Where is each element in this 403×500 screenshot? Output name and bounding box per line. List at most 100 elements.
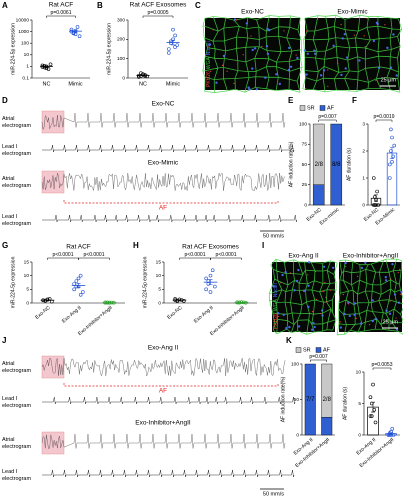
- y-axis-label: AF induction rate(%): [288, 141, 294, 187]
- error-bar: [73, 29, 78, 33]
- nucleus: [386, 46, 389, 50]
- nucleus: [313, 52, 317, 55]
- nucleus: [281, 273, 284, 277]
- error-bar: [76, 282, 81, 288]
- nucleus: [272, 284, 275, 288]
- exosome: [277, 315, 279, 318]
- nucleus: [344, 67, 347, 70]
- channel-label: electrogram: [2, 368, 31, 374]
- speed-label: 50 mm/s: [263, 233, 284, 239]
- panel-letter: B: [97, 1, 103, 10]
- significance-bracket: [210, 257, 242, 260]
- exosome: [368, 324, 371, 326]
- data-point: [369, 414, 374, 418]
- p-value: p<0.0001: [185, 252, 206, 258]
- bar-segment: [312, 184, 325, 206]
- y-tick-label: 0: [362, 202, 365, 208]
- y-tick-label: 0: [296, 432, 299, 438]
- channel-label: electrogram: [2, 151, 31, 157]
- micrograph: [339, 262, 402, 332]
- bar-label: 2/8: [315, 162, 324, 168]
- data-point: [169, 41, 173, 46]
- exosome: [321, 290, 323, 292]
- panel-letter: G: [2, 241, 8, 250]
- data-point: [373, 195, 377, 199]
- y-tick-label: 300: [117, 17, 125, 23]
- pacing-window: [41, 431, 65, 455]
- channel-label: Atrial: [2, 437, 15, 443]
- channel-label: Lead I: [2, 396, 18, 402]
- data-point: [390, 426, 395, 431]
- exosome: [353, 34, 355, 36]
- error-bar: [371, 401, 375, 413]
- exosome: [327, 69, 329, 71]
- nucleus: [305, 73, 308, 76]
- exosome: [366, 17, 368, 20]
- nucleus: [248, 88, 251, 91]
- nucleus: [340, 73, 343, 77]
- significance-bracket: [47, 257, 79, 260]
- p-value: p=0.0019: [374, 114, 395, 120]
- exosome: [242, 54, 244, 56]
- atrial-trace: [41, 172, 286, 192]
- panel-letter: H: [133, 241, 139, 250]
- exosome: [340, 23, 342, 26]
- data-point: [69, 29, 74, 34]
- y-tick-label: 5: [26, 287, 29, 293]
- p-value: p=0.007: [318, 114, 336, 120]
- channel-label: electrogram: [2, 403, 31, 409]
- trace-title: Exo-NC: [152, 101, 175, 108]
- image-title: Exo-Ang II: [288, 253, 319, 260]
- y-tick-label: 25: [302, 182, 308, 188]
- exosome: [323, 290, 325, 293]
- nucleus: [343, 32, 347, 36]
- significance-bracket: [310, 359, 327, 362]
- y-tick-label: 1000: [18, 29, 29, 35]
- y-tick-label: 200: [117, 37, 125, 43]
- nucleus: [312, 321, 315, 325]
- nucleus: [320, 309, 324, 312]
- bar-segment: [312, 123, 325, 185]
- channel-label: Atrial: [2, 176, 15, 182]
- error-bar: [390, 147, 394, 159]
- nucleus: [313, 325, 316, 329]
- panel-letter: C: [195, 1, 201, 10]
- exosome: [375, 79, 377, 82]
- exosome: [250, 35, 252, 37]
- data-point: [175, 43, 179, 47]
- nucleus: [287, 68, 291, 72]
- nucleus: [278, 82, 281, 86]
- exosome: [235, 19, 238, 21]
- nucleus: [233, 18, 237, 21]
- exosome: [289, 272, 291, 274]
- nucleus: [353, 302, 357, 305]
- exosome: [345, 265, 347, 268]
- y-tick-label: 5: [158, 287, 161, 293]
- data-point: [391, 154, 395, 159]
- cell-mesh: [268, 258, 338, 335]
- significance-bracket: [179, 257, 211, 260]
- data-point: [40, 65, 45, 69]
- x-tick-label: Mimic: [68, 81, 83, 87]
- nucleus: [288, 325, 291, 329]
- nucleus: [275, 73, 278, 76]
- nucleus: [389, 66, 393, 69]
- exosome: [355, 317, 357, 319]
- exosome: [342, 293, 344, 296]
- cell-mesh: [302, 14, 403, 93]
- data-point: [375, 189, 379, 194]
- bar-label: 7/7: [306, 397, 315, 403]
- lead-trace: [42, 469, 295, 478]
- exosome: [320, 312, 322, 315]
- nucleus: [385, 309, 388, 312]
- nucleus: [391, 262, 394, 266]
- x-tick-label: Exo-Inhibitor+AngII: [77, 305, 114, 337]
- y-tick-label: 0: [122, 75, 125, 81]
- chart-title: Rat ACF: [66, 244, 91, 251]
- panel-letter: I: [262, 241, 264, 250]
- significance-bracket: [78, 257, 110, 260]
- exosome: [329, 289, 331, 291]
- exosome: [317, 18, 319, 20]
- data-point: [78, 292, 83, 297]
- x-tick-label: Mimic: [166, 81, 181, 87]
